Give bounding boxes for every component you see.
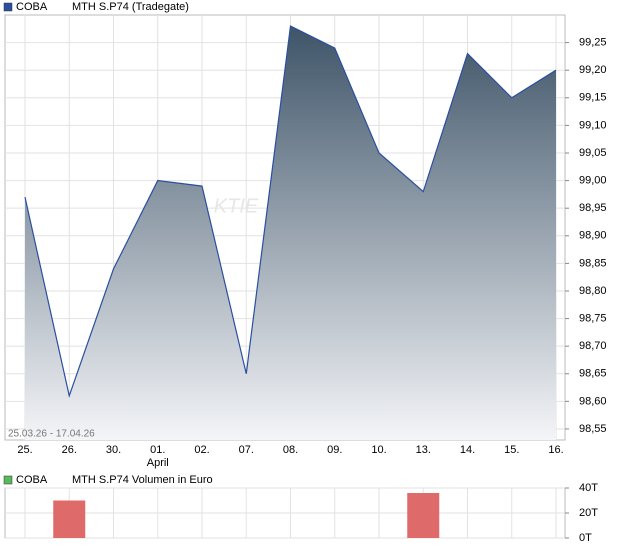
legend-label: COBA xyxy=(16,474,48,486)
y-tick-label: 98,60 xyxy=(579,395,607,407)
y-tick-label: 99,10 xyxy=(579,119,607,131)
legend-swatch xyxy=(3,475,13,485)
y-tick-label: 20T xyxy=(579,507,598,519)
y-tick-label: 98,75 xyxy=(579,312,607,324)
y-tick-label: 99,25 xyxy=(579,37,607,49)
chart-subtitle: MTH S.P74 Volumen in Euro xyxy=(72,474,213,486)
bar xyxy=(407,493,440,538)
chart-subtitle: MTH S.P74 (Tradegate) xyxy=(72,1,189,13)
y-tick-label: 98,90 xyxy=(579,230,607,242)
x-tick-label: 16. xyxy=(548,444,563,456)
x-tick-label: 07. xyxy=(239,444,254,456)
y-tick-label: 99,00 xyxy=(579,174,607,186)
y-tick-label: 99,05 xyxy=(579,147,607,159)
x-tick-label: 10. xyxy=(371,444,386,456)
y-tick-label: 98,85 xyxy=(579,257,607,269)
y-tick-label: 98,95 xyxy=(579,202,607,214)
x-tick-label: 08. xyxy=(283,444,298,456)
y-tick-label: 98,55 xyxy=(579,423,607,435)
month-label: April xyxy=(147,457,169,469)
y-tick-label: 98,80 xyxy=(579,285,607,297)
y-tick-label: 98,65 xyxy=(579,368,607,380)
date-range: 25.03.26 - 17.04.26 xyxy=(8,429,95,440)
watermark: KTIE xyxy=(214,195,259,217)
x-tick-label: 14. xyxy=(460,444,475,456)
line xyxy=(24,25,557,399)
y-tick-label: 98,70 xyxy=(579,340,607,352)
x-tick-label: 01. xyxy=(150,444,165,456)
legend-swatch xyxy=(3,2,13,12)
bar xyxy=(53,500,86,538)
legend-label: COBA xyxy=(16,1,48,13)
x-tick-label: 13. xyxy=(416,444,431,456)
x-tick-label: 09. xyxy=(327,444,342,456)
x-tick-label: 25. xyxy=(17,444,32,456)
y-tick-label: 99,15 xyxy=(579,92,607,104)
y-tick-label: 99,20 xyxy=(579,64,607,76)
y-tick-label: 0T xyxy=(579,532,592,544)
y-tick-label: 40T xyxy=(579,482,598,494)
x-tick-label: 15. xyxy=(504,444,519,456)
x-tick-label: 02. xyxy=(194,444,209,456)
x-tick-label: 30. xyxy=(106,444,121,456)
x-tick-label: 26. xyxy=(62,444,77,456)
area xyxy=(25,26,556,440)
